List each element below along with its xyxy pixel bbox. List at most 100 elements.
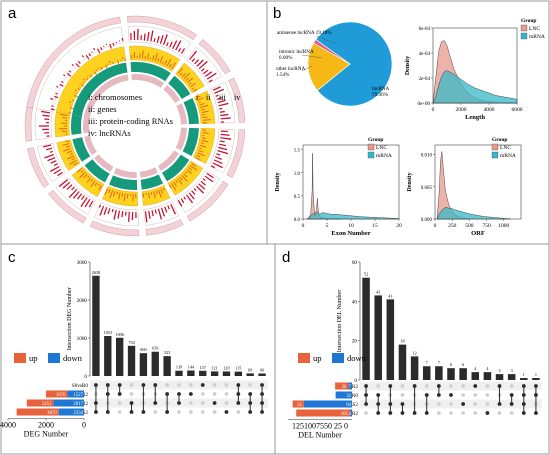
pie-leader-antisense: [315, 35, 338, 45]
gene-peak: [83, 173, 88, 179]
matrix-dot: [449, 384, 453, 388]
gene-peak: [89, 74, 93, 78]
set-down-label-S2vsR2: 2817: [73, 402, 83, 407]
lncrna-peak: [61, 80, 64, 83]
protein-coding-track-4: [182, 127, 199, 157]
lncrna-track-1: [127, 25, 192, 57]
pie-slice-3: [313, 39, 351, 65]
lncrna-peak: [107, 208, 111, 215]
gene-peak: [117, 60, 120, 65]
gene-peak: [121, 192, 124, 197]
gene-peak: [65, 133, 68, 135]
lncrna-peak: [208, 79, 213, 83]
lncrna-peak: [43, 144, 52, 148]
legend-label-lnc: LNC: [500, 145, 511, 151]
gene-peak: [147, 192, 151, 199]
intersection-bar-label-4: 12: [413, 350, 417, 355]
intersection-bar-1: [374, 295, 382, 380]
lncrna-peak: [53, 163, 58, 167]
intersection-bar-label-13: 69: [248, 367, 252, 372]
legend-swatch-down: [332, 353, 344, 363]
gene-peak: [142, 193, 145, 198]
exon-density-plot: 0 5 10 15 20 0.0 0.5 1.0 1.5 Exon Number Density Gr…: [275, 137, 402, 237]
bar-y-tick-label: 0: [354, 378, 357, 384]
matrix-dot: [509, 384, 514, 388]
y-tick-label: 6e-04: [419, 27, 431, 32]
set-up-label-S2vsR2: 2451: [42, 402, 52, 407]
gene-peak: [141, 50, 144, 59]
panel-b-label: b: [273, 5, 281, 22]
lncrna-peak: [68, 70, 72, 73]
gene-peak: [139, 53, 141, 59]
set-up-label-S0vsS2: 22: [297, 403, 302, 408]
y-tick-label: 1.5: [294, 149, 301, 154]
set-axis-label: DEL Number: [298, 431, 342, 440]
lncrna-peak: [220, 137, 232, 140]
gene-peak: [71, 157, 76, 161]
intersection-bar-label-9: 4: [474, 366, 477, 371]
gene-peak: [181, 72, 186, 78]
matrix-dot: [485, 393, 490, 397]
set-up-bar-S0vsS2: [16, 408, 59, 416]
gene-peak: [188, 82, 192, 86]
gene-peak: [77, 88, 81, 91]
lncrna-peak: [88, 53, 92, 57]
lncrna-peak: [100, 46, 103, 51]
matrix-dot: [497, 411, 502, 415]
lncrna-peak: [133, 31, 135, 41]
lncrna-peak: [169, 41, 173, 48]
legend-label-lnc: LNC: [376, 145, 387, 151]
bar-y-tick-label: 1000: [77, 336, 88, 342]
x-axis-label: ORF: [471, 230, 485, 237]
legend-label-down: down: [347, 353, 367, 363]
chromosome-outer-4: [226, 129, 246, 178]
lncrna-track-7: [94, 202, 139, 227]
set-name-S0vsR0: S0vsR0: [72, 383, 89, 389]
lncrna-peak: [189, 50, 198, 60]
matrix-dot: [473, 402, 478, 406]
set-up-label-S0vsS2: 3870: [47, 411, 57, 416]
x-tick-label: 750: [482, 223, 491, 229]
inner-ring-2: [163, 85, 181, 103]
plot-area: [302, 144, 400, 220]
lncrna-peak: [112, 42, 115, 46]
inner-ring-3: [176, 103, 187, 125]
protein-coding-track-1: [130, 62, 171, 82]
set-down-label-S0vsS2: 2334: [73, 411, 83, 416]
lncrna-peak: [38, 125, 50, 127]
lncrna-peak: [97, 48, 101, 54]
gene-peak: [97, 67, 99, 69]
inner-ring-1: [131, 74, 165, 88]
gene-peak: [59, 113, 68, 117]
gene-peak: [132, 193, 134, 201]
gene-peak: [200, 108, 206, 111]
track-mark-i: i: [196, 93, 199, 102]
gene-peak: [108, 189, 111, 194]
intersection-bar-label-0: 52: [364, 272, 368, 277]
lncrna-peak: [167, 205, 170, 210]
lncrna-peak: [202, 178, 206, 182]
intersection-bar-9: [471, 372, 480, 380]
gene-peak: [199, 102, 205, 106]
matrix-dot: [376, 384, 381, 388]
lncrna-peak: [81, 55, 84, 58]
gene-peak: [152, 55, 155, 61]
intersection-bar-label-6: 7: [438, 360, 440, 365]
lncrna-track-6: [143, 201, 180, 226]
intersection-bar-label-7: 139: [176, 365, 182, 370]
legend-swatch-up: [14, 353, 26, 363]
legend-label-mrna: mRNA: [500, 153, 516, 159]
gene-peak: [201, 139, 209, 143]
matrix-dot: [224, 392, 229, 396]
gene-peak: [183, 173, 188, 178]
y-tick-label: 0.000: [421, 218, 433, 223]
lncrna-peak: [75, 63, 80, 68]
lncrna-peak: [200, 68, 205, 72]
legend-protein-coding: iii: protein-coding RNAs: [88, 116, 173, 126]
lncrna-peak: [159, 35, 164, 45]
lncrna-peak: [180, 48, 186, 54]
gene-peak: [164, 60, 168, 66]
inner-ring-8: [94, 154, 114, 172]
protein-coding-track-5: [162, 154, 190, 182]
lncrna-peak: [103, 45, 105, 48]
